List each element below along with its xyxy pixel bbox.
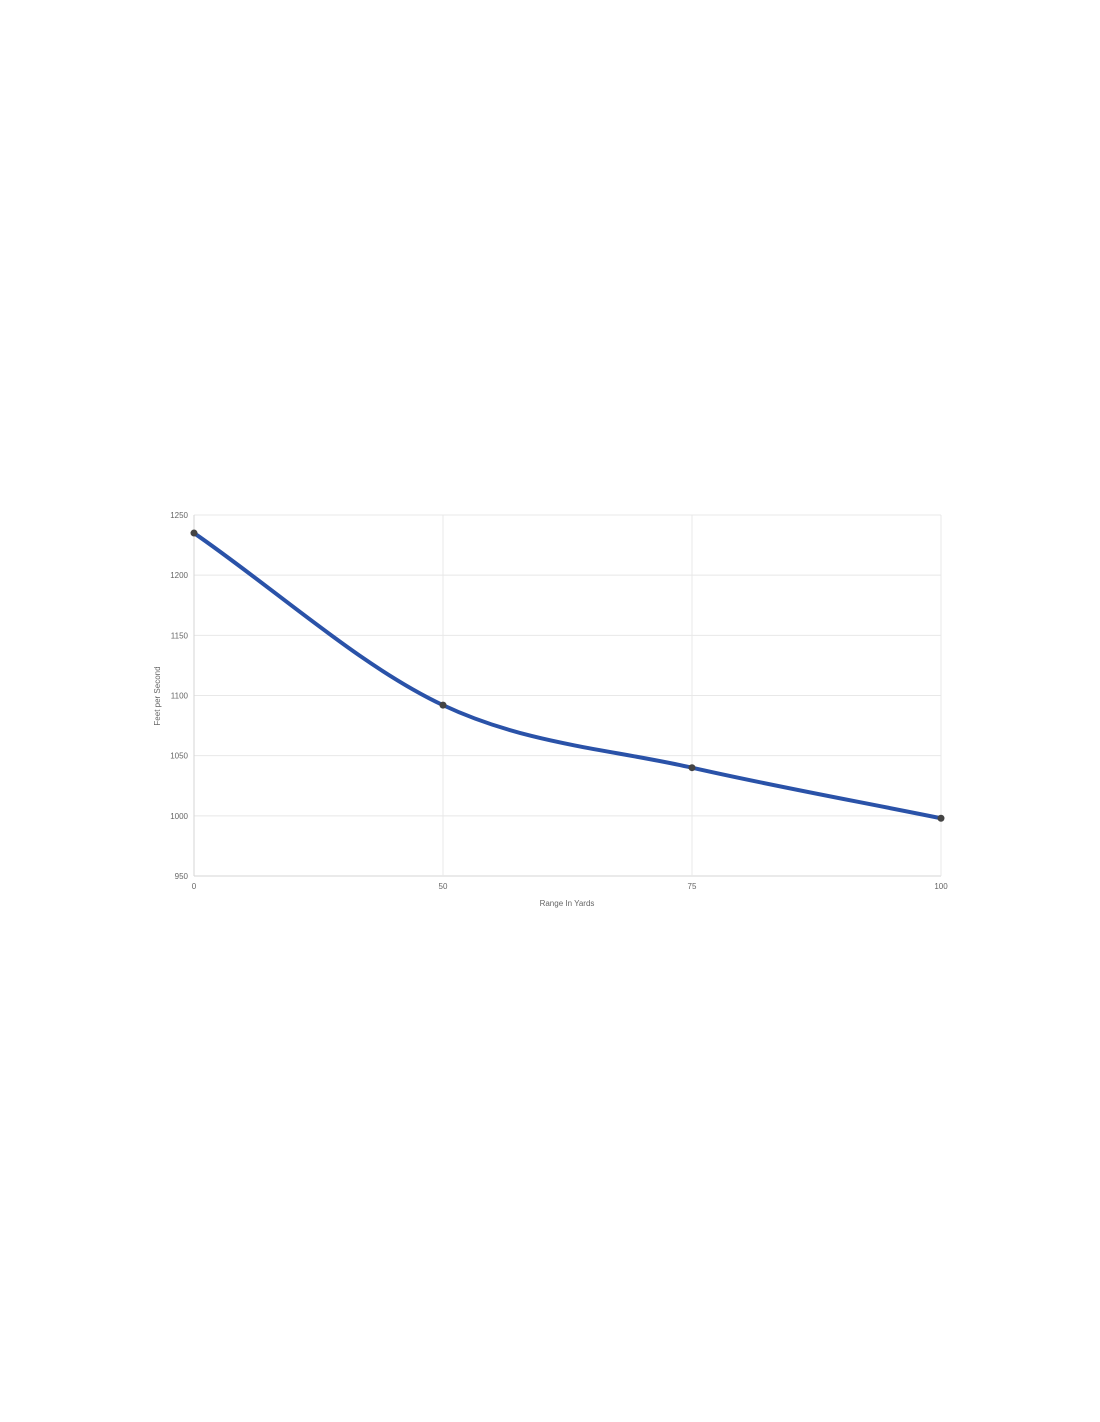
y-axis-title: Feet per Second xyxy=(153,666,162,725)
y-axis-ticks: 950 1000 1050 1100 1150 1200 1250 xyxy=(170,511,188,881)
y-tick-label: 1150 xyxy=(171,631,189,640)
x-tick-label: 50 xyxy=(439,882,448,891)
series xyxy=(190,529,945,822)
data-point xyxy=(190,529,198,537)
y-tick-label: 1000 xyxy=(170,812,188,821)
x-axis-title: Range In Yards xyxy=(540,899,595,908)
data-point xyxy=(937,814,945,822)
x-tick-label: 0 xyxy=(192,882,197,891)
x-tick-label: 75 xyxy=(688,882,697,891)
y-tick-label: 1100 xyxy=(171,692,189,701)
y-tick-label: 950 xyxy=(175,872,189,881)
y-tick-label: 1200 xyxy=(170,571,188,580)
y-tick-label: 1050 xyxy=(170,752,188,761)
data-point xyxy=(439,701,447,709)
y-tick-label: 1250 xyxy=(170,511,188,520)
series-line xyxy=(192,531,943,821)
data-point xyxy=(688,764,696,772)
grid xyxy=(193,514,942,877)
x-axis-ticks: 0 50 75 100 xyxy=(192,882,948,891)
x-tick-label: 100 xyxy=(934,882,948,891)
